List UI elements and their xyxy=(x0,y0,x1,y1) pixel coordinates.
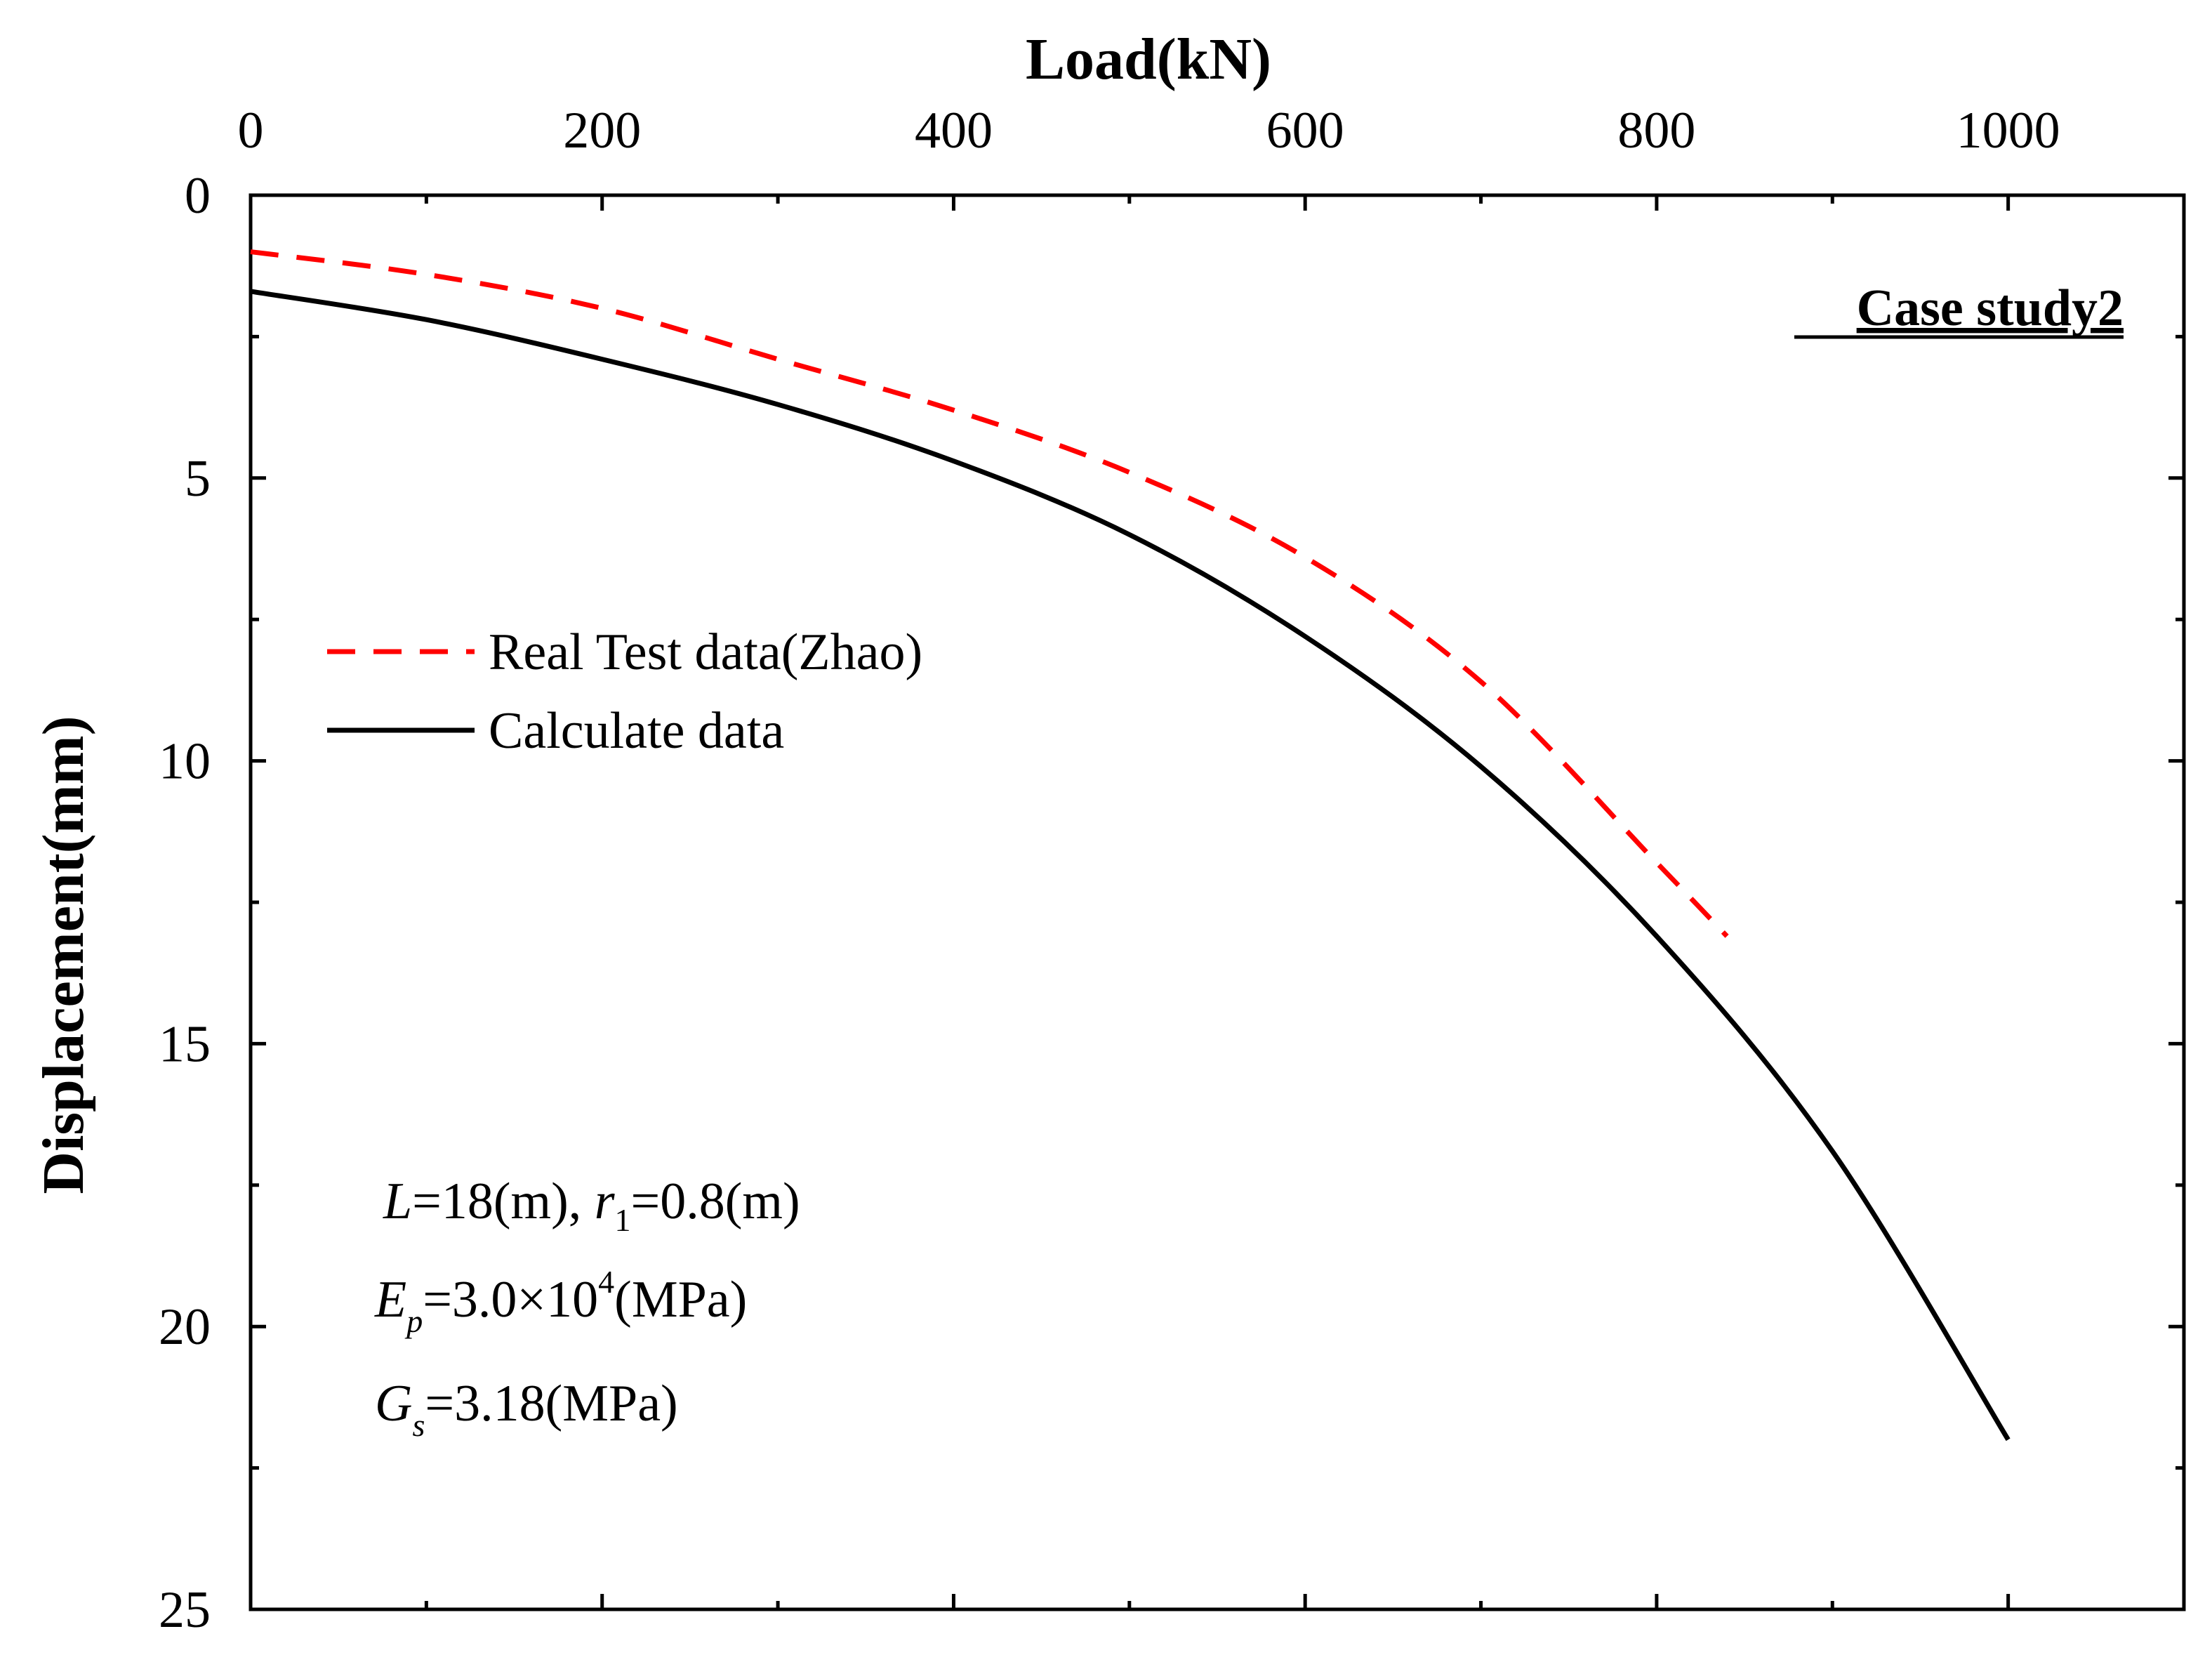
param-line-length-radius: L=18(m), r1=0.8(m) xyxy=(383,1173,800,1238)
x-tick-label: 600 xyxy=(1266,102,1344,159)
y-tick-label: 20 xyxy=(159,1298,211,1356)
x-tick-label: 1000 xyxy=(1956,102,2060,159)
param-line-shear: Gs=3.18(MPa) xyxy=(375,1375,678,1443)
axis-ticks xyxy=(249,193,2186,1611)
legend-label-real-test: Real Test data(Zhao) xyxy=(489,624,922,681)
axis-tick-labels: 0 200 400 600 800 1000 0 5 10 15 20 25 xyxy=(159,102,2060,1639)
y-tick-label: 25 xyxy=(159,1581,211,1639)
series-line-real-test xyxy=(250,249,1729,938)
legend: Real Test data(Zhao) Calculate data xyxy=(327,624,922,760)
series-line-calculate xyxy=(250,289,2011,1442)
x-tick-label: 800 xyxy=(1617,102,1695,159)
param-line-modulus: Ep=3.0×104(MPa) xyxy=(374,1264,747,1339)
x-axis-title: Load(kN) xyxy=(1026,27,1271,92)
case-label: Case study2 xyxy=(1857,279,2124,337)
y-tick-label: 5 xyxy=(185,450,211,508)
y-tick-label: 0 xyxy=(185,167,211,225)
legend-label-calculate: Calculate data xyxy=(489,702,784,760)
x-tick-label: 400 xyxy=(915,102,993,159)
y-axis-title: Displacement(mm) xyxy=(31,716,96,1194)
y-tick-label: 10 xyxy=(159,733,211,791)
y-tick-label: 15 xyxy=(159,1015,211,1073)
series-group xyxy=(250,249,2011,1442)
x-tick-label: 200 xyxy=(563,102,641,159)
x-tick-label: 0 xyxy=(238,102,264,159)
